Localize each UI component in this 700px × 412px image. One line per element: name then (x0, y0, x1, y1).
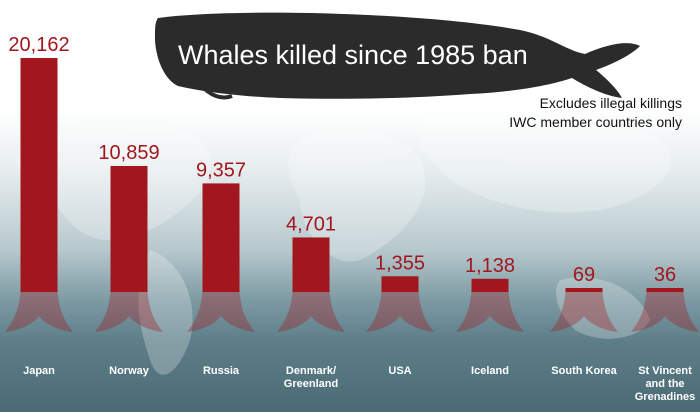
tail-flukes-icon (631, 292, 699, 332)
value-label-norway: 10,859 (98, 142, 159, 164)
category-label-iceland: Iceland (471, 365, 509, 377)
tail-flukes-icon (456, 292, 524, 332)
value-label-st-vincent-and-the-grenadines: 36 (654, 264, 676, 286)
value-label-russia: 9,357 (196, 159, 246, 181)
tail-flukes-icon (5, 292, 73, 332)
value-label-iceland: 1,138 (465, 255, 515, 277)
tail-flukes-icon (95, 292, 163, 332)
value-label-japan: 20,162 (8, 34, 69, 56)
value-label-south-korea: 69 (573, 264, 595, 286)
bar-south-korea (565, 288, 603, 292)
bar-denmark-greenland (292, 237, 330, 292)
tail-flukes-icon (187, 292, 255, 332)
bar-iceland (471, 278, 509, 292)
bar-japan (20, 58, 58, 292)
bar-usa (381, 276, 419, 292)
category-label-usa: USA (388, 365, 411, 377)
category-label-russia: Russia (203, 365, 240, 377)
note-iwc-members: IWC member countries only (509, 114, 682, 130)
bar-russia (202, 183, 240, 292)
category-label-japan: Japan (23, 365, 55, 377)
category-label-norway: Norway (109, 365, 150, 377)
tail-flukes-icon (550, 292, 618, 332)
bar-norway (110, 165, 148, 292)
tail-flukes-icon (277, 292, 345, 332)
value-labels-group: 20,162 10,859 9,357 4,701 1,355 1,138 69 36 (8, 34, 676, 286)
note-excludes-illegal: Excludes illegal killings (539, 95, 682, 111)
bars-group (5, 58, 699, 332)
value-label-denmark-greenland: 4,701 (286, 213, 336, 235)
tail-flukes-icon (366, 292, 434, 332)
bar-st-vincent-and-the-grenadines (646, 288, 684, 292)
category-label-denmark-greenland: Denmark/Greenland (284, 365, 338, 390)
category-label-st-vincent-and-the-grenadines: St Vincent and the Grenadines (635, 365, 696, 403)
value-label-usa: 1,355 (375, 252, 425, 274)
chart-title: Whales killed since 1985 ban (178, 40, 528, 70)
category-labels-group: Japan Norway Russia Denmark/Greenland USA Ice… (23, 365, 695, 403)
whale-icon (155, 12, 640, 100)
category-label-south-korea: South Korea (551, 365, 617, 377)
